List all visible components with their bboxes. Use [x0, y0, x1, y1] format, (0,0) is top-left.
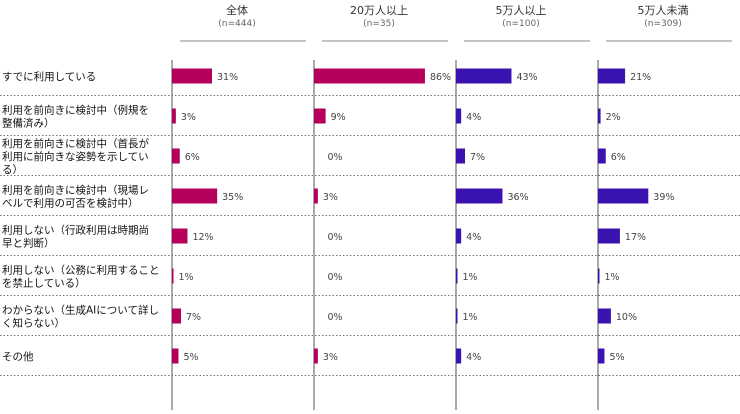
category-label: すでに利用している [2, 71, 96, 83]
bar-value-label: 1% [463, 272, 478, 283]
group-n-label: (n=444) [218, 19, 255, 29]
bar-value-label: 3% [323, 352, 338, 363]
category-label: く知らない） [2, 317, 65, 330]
bar-value-label: 1% [605, 272, 620, 283]
bar-value-label: 5% [183, 352, 198, 363]
bar [456, 108, 462, 124]
bar-value-label: 4% [466, 112, 481, 123]
bar [598, 148, 606, 164]
bar [598, 68, 626, 84]
bar-value-label: 0% [328, 312, 343, 323]
bar [172, 268, 174, 284]
bar-value-label: 12% [192, 232, 213, 243]
bar-value-label: 3% [181, 112, 196, 123]
group-title: 5万人未満 [638, 4, 689, 17]
bar-value-label: 31% [217, 72, 238, 83]
category-label: 利用を前向きに検討中（首長が [2, 137, 149, 150]
group-n-label: (n=35) [363, 19, 395, 29]
category-label: ベルで利用の可否を検討中） [2, 197, 139, 210]
bar [172, 228, 188, 244]
bar [456, 148, 466, 164]
bar-value-label: 17% [625, 232, 646, 243]
bar [314, 108, 326, 124]
bar-value-label: 6% [185, 152, 200, 163]
bar-value-label: 6% [611, 152, 626, 163]
bar [456, 228, 462, 244]
category-label: 利用しない（公務に利用すること [2, 264, 160, 277]
bar-value-label: 0% [328, 272, 343, 283]
group-title: 5万人以上 [496, 4, 547, 17]
bar-value-label: 86% [430, 72, 451, 83]
bar [598, 108, 601, 124]
bar-value-label: 0% [328, 232, 343, 243]
group-title: 20万人以上 [350, 4, 408, 17]
bar-value-label: 5% [609, 352, 624, 363]
category-label: わからない（生成AIについて詳し [2, 304, 159, 317]
bar [456, 68, 512, 84]
bar-value-label: 3% [323, 192, 338, 203]
bar [172, 108, 176, 124]
bar [172, 148, 180, 164]
bar-value-label: 9% [331, 112, 346, 123]
bar-value-label: 1% [179, 272, 194, 283]
bar [172, 348, 179, 364]
bar-value-label: 35% [222, 192, 243, 203]
group-n-label: (n=100) [502, 19, 539, 29]
group-n-label: (n=309) [644, 19, 681, 29]
bar-value-label: 7% [186, 312, 201, 323]
bar-value-label: 39% [653, 192, 674, 203]
bar [598, 228, 620, 244]
bar [456, 188, 503, 204]
category-label: を禁止している） [2, 278, 86, 290]
bar-value-label: 4% [466, 232, 481, 243]
category-label: 利用を前向きに検討中（例規を [2, 104, 149, 117]
category-label: 利用を前向きに検討中（現場レ [2, 184, 149, 197]
category-label: 利用しない（行政利用は時期尚 [2, 224, 149, 237]
bar [172, 188, 218, 204]
bar [456, 268, 458, 284]
bar-value-label: 0% [328, 152, 343, 163]
bar-value-label: 36% [507, 192, 528, 203]
bar-value-label: 21% [630, 72, 651, 83]
bar-value-label: 10% [616, 312, 637, 323]
bar-value-label: 7% [470, 152, 485, 163]
bar [598, 188, 649, 204]
bar-value-label: 43% [516, 72, 537, 83]
bar [314, 68, 425, 84]
bar [314, 348, 318, 364]
bar-value-label: 2% [606, 112, 621, 123]
bar [172, 68, 212, 84]
category-label: 整備済み） [2, 117, 55, 130]
bar [456, 308, 458, 324]
bar-value-label: 4% [466, 352, 481, 363]
bar [314, 188, 318, 204]
category-label: る） [2, 164, 23, 176]
category-label: その他 [2, 350, 34, 363]
bar [172, 308, 182, 324]
bar [598, 348, 605, 364]
bar [456, 348, 462, 364]
bar [598, 268, 600, 284]
group-title: 全体 [226, 3, 248, 17]
category-label: 利用に前向きな姿勢を示してい [2, 150, 149, 163]
bar [598, 308, 611, 324]
category-label: 早と判断） [2, 237, 55, 250]
bar-value-label: 1% [463, 312, 478, 323]
